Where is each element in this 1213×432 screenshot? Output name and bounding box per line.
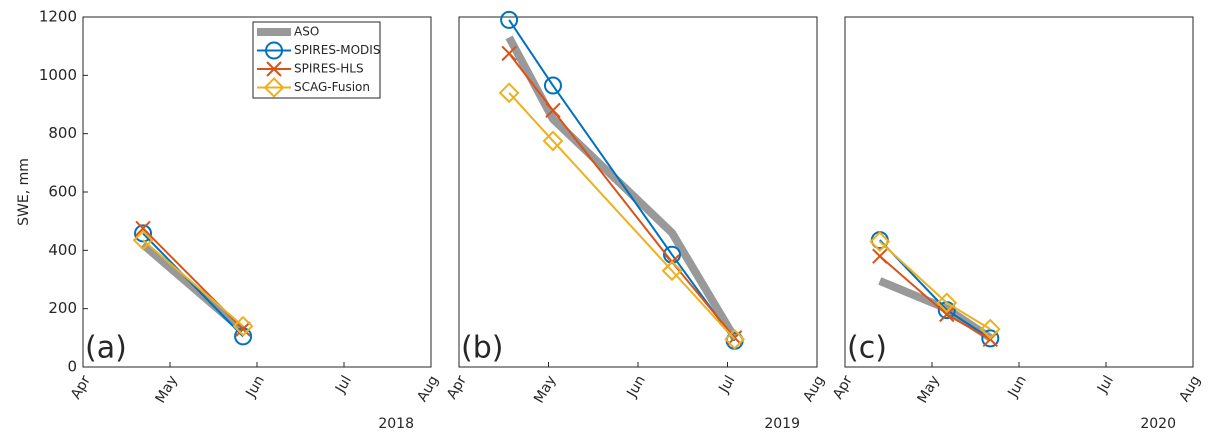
series-line (879, 239, 991, 340)
y-tick-label: 0 (67, 358, 77, 376)
x-tick-label: Aug (800, 373, 828, 405)
x-tick-label: Jul (1094, 373, 1117, 397)
x-tick-label: May (531, 373, 559, 406)
y-tick-label: 1000 (39, 66, 77, 84)
marker-circle (981, 329, 1000, 348)
x-tick-label: Apr (68, 373, 94, 402)
marker-diamond (263, 77, 285, 98)
x-tick-label: May (153, 373, 181, 406)
x-tick-label: Jul (332, 373, 355, 397)
marker-diamond (542, 130, 564, 152)
marker-diamond (661, 260, 683, 282)
panel-label: (a) (85, 331, 127, 366)
marker-diamond (724, 328, 746, 350)
marker-x (545, 102, 561, 119)
year-label: 2018 (378, 416, 414, 432)
panel-label: (b) (461, 331, 503, 366)
y-tick-label: 1200 (39, 8, 77, 26)
legend-label: SCAG-Fusion (294, 80, 370, 94)
x-tick-label: Jul (716, 373, 739, 397)
legend-label: SPIRES-MODIS (294, 43, 380, 57)
x-tick-label: Apr (444, 373, 470, 402)
plot-area (458, 16, 818, 368)
marker-diamond (132, 229, 154, 251)
legend-label: SPIRES-HLS (294, 62, 364, 76)
year-label: 2020 (1140, 416, 1176, 432)
marker-circle (500, 10, 519, 29)
marker-diamond (936, 292, 958, 314)
y-tick-label: 800 (48, 124, 77, 142)
x-tick-label: Aug (1176, 373, 1204, 405)
x-tick-label: Jun (624, 373, 649, 401)
marker-diamond (498, 82, 520, 104)
y-axis-label: SWE, mm (16, 158, 32, 226)
legend: ASO SPIRES-MODIS SPIRES-HLS SCAG-Fusion (252, 21, 381, 99)
aso-band (505, 35, 739, 340)
series-line (142, 232, 244, 338)
marker-diamond (869, 231, 891, 252)
y-tick-label: 200 (48, 299, 77, 317)
x-tick-label: May (915, 373, 943, 406)
year-label: 2019 (764, 416, 800, 432)
x-tick-label: Jun (243, 373, 268, 401)
plot-area (844, 16, 1194, 368)
legend-label: ASO (294, 25, 319, 39)
y-tick-label: 400 (48, 241, 77, 259)
x-tick-label: Jun (1005, 373, 1030, 401)
marker-x (501, 45, 517, 62)
aso-band (140, 241, 246, 334)
series-line (879, 240, 991, 330)
panel-label: (c) (847, 331, 887, 366)
marker-x (266, 61, 282, 77)
marker-x (235, 321, 251, 337)
series-line (142, 239, 244, 327)
marker-x (872, 248, 888, 264)
marker-circle (265, 41, 283, 60)
series-line (508, 92, 736, 340)
y-tick-label: 600 (48, 183, 77, 201)
series-line (508, 52, 736, 339)
marker-circle (543, 76, 562, 95)
x-tick-label: Aug (414, 373, 442, 405)
series-line (508, 19, 736, 342)
x-tick-label: Apr (830, 373, 856, 402)
marker-x (939, 306, 955, 323)
marker-diamond (979, 318, 1001, 340)
marker-x (135, 220, 151, 237)
marker-diamond (232, 315, 254, 337)
